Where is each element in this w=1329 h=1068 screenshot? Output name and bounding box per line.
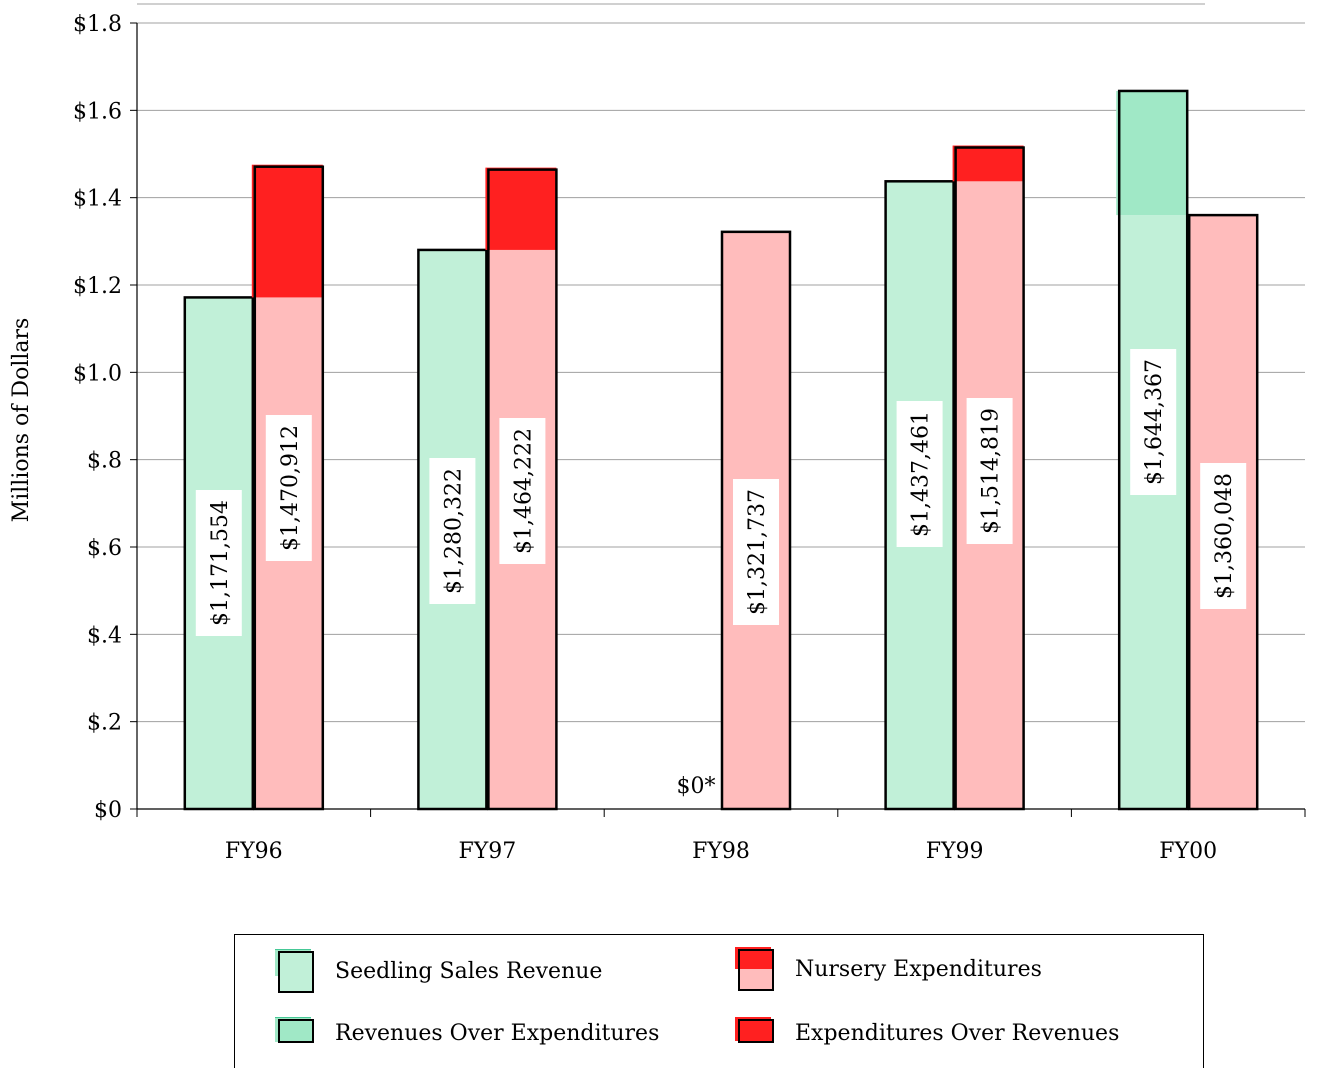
deficit-swatch-icon: [735, 1017, 775, 1049]
legend-label-deficit: Expenditures Over Revenues: [795, 1020, 1120, 1046]
axes: $0 $.2 $.4 $.6 $.8 $1.0 $1.2 $1.4 $1.6 $1.8 FY96 FY…: [73, 12, 1306, 864]
y-tick-label: $1.4: [73, 187, 122, 212]
data-label-expenditure-text: $1,514,819: [979, 408, 1004, 534]
expenditure-swatch-icon: [735, 947, 775, 991]
legend-item-revenue: Seedling Sales Revenue: [275, 949, 602, 993]
revenue-swatch-icon: [275, 949, 315, 993]
legend-item-surplus: Revenues Over Expenditures: [275, 1017, 659, 1049]
surplus-swatch-icon: [275, 1017, 315, 1049]
x-tick-label: FY00: [1159, 839, 1217, 864]
data-label-expenditure-bg: [966, 398, 1013, 544]
y-axis-title: Millions of Dollars: [9, 318, 34, 523]
data-label-expenditure-bg: [1200, 463, 1247, 609]
y-tick-label: $1.0: [73, 361, 122, 386]
y-tick-label: $0: [94, 798, 122, 823]
y-tick-label: $.8: [87, 449, 122, 474]
data-label-expenditure: $1,470,912: [265, 415, 312, 561]
data-label-expenditure-bg: [733, 479, 779, 625]
bar-deficit-segment: [485, 167, 557, 250]
data-label-expenditure-bg: [499, 418, 546, 564]
data-label-revenue-bg: [896, 401, 943, 547]
data-labels: $1,171,554 $1,470,912 $1,280,322 $1,464,222…: [195, 349, 1247, 799]
data-label-revenue: $0*: [677, 774, 716, 799]
data-label-revenue-bg: [195, 490, 242, 636]
bars: [183, 89, 1259, 811]
data-label-revenue: $1,171,554: [195, 490, 242, 636]
data-label-expenditure: $1,514,819: [966, 398, 1013, 544]
y-tick-label: $.6: [87, 536, 122, 561]
bar-deficit-segment: [251, 164, 323, 298]
data-label-expenditure-text: $1,360,048: [1212, 473, 1237, 599]
bar-revenue: [1119, 215, 1188, 809]
data-label-expenditure-text: $1,464,222: [511, 428, 536, 554]
y-tick-label: $1.2: [73, 274, 122, 299]
data-label-revenue-text: $1,644,367: [1142, 359, 1167, 485]
legend-item-deficit: Expenditures Over Revenues: [735, 1017, 1119, 1049]
x-tick-label: FY98: [692, 839, 750, 864]
data-label-revenue: $1,280,322: [429, 458, 476, 604]
data-label-revenue-text: $1,280,322: [441, 468, 466, 594]
data-label-expenditure: $1,360,048: [1200, 463, 1247, 609]
y-tick-label: $1.6: [73, 99, 122, 124]
data-label-revenue: $1,644,367: [1130, 349, 1177, 495]
legend-label-revenue: Seedling Sales Revenue: [335, 958, 603, 984]
legend-item-expenditure: Nursery Expenditures: [735, 947, 1042, 991]
data-label-revenue-text: $1,171,554: [208, 500, 233, 626]
data-label-expenditure-text: $1,470,912: [278, 425, 303, 551]
legend: Seedling Sales Revenue Nursery Expenditu…: [234, 934, 1204, 1068]
legend-label-surplus: Revenues Over Expenditures: [335, 1020, 660, 1046]
data-label-revenue-bg: [1130, 349, 1177, 495]
y-tick-label: $1.8: [73, 12, 122, 37]
bar-deficit-segment: [952, 145, 1024, 182]
bar-surplus-segment: [1116, 90, 1188, 216]
x-tick-label: FY99: [926, 839, 984, 864]
data-label-expenditure-text: $1,321,737: [745, 489, 770, 615]
data-label-revenue-bg: [429, 458, 476, 604]
data-label-expenditure: $1,321,737: [733, 479, 779, 625]
legend-label-expenditure: Nursery Expenditures: [795, 956, 1042, 982]
y-tick-label: $.2: [87, 711, 122, 736]
data-label-revenue-text: $1,437,461: [909, 411, 934, 537]
data-label-expenditure-bg: [265, 415, 312, 561]
data-label-revenue: $1,437,461: [896, 401, 943, 547]
x-tick-label: FY97: [459, 839, 517, 864]
data-label-expenditure: $1,464,222: [499, 418, 546, 564]
y-tick-label: $.4: [87, 623, 122, 648]
x-tick-label: FY96: [225, 839, 283, 864]
